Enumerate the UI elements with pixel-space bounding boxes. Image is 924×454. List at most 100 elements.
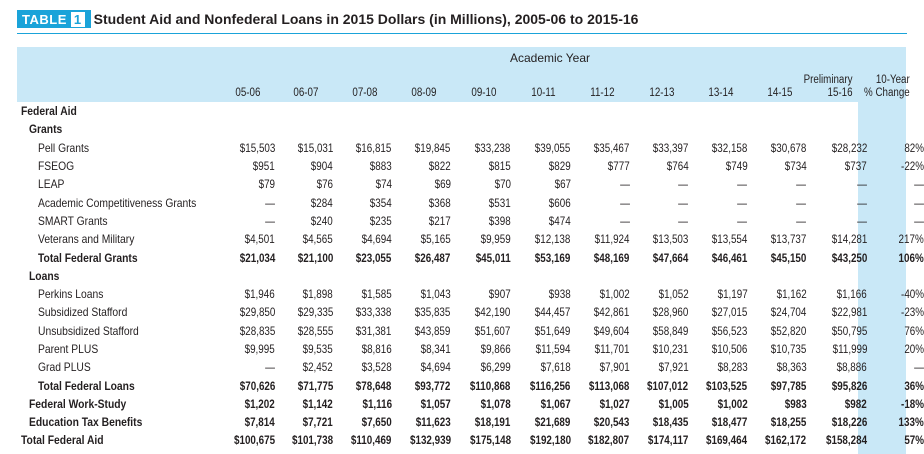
amount-value: $51,649	[535, 323, 571, 338]
table-cell: $8,886	[806, 358, 867, 376]
table-row: Grants	[17, 120, 924, 138]
column-header-line: 08-09	[410, 87, 436, 99]
amount-value: $1,898	[302, 287, 333, 302]
amount-value: $58,849	[652, 323, 689, 338]
table-cell: $100,675	[222, 431, 275, 449]
amount-value: $93,772	[415, 378, 451, 393]
table-cell	[451, 120, 511, 138]
table-cell: $28,835	[222, 322, 275, 340]
table-cell: $9,866	[451, 340, 511, 358]
table-row: Academic Competitiveness Grants — $284 $354…	[17, 193, 924, 211]
amount-value: $116,256	[530, 378, 571, 393]
table-cell: $35,467	[571, 139, 630, 157]
amount-value: $29,335	[297, 305, 333, 320]
amount-value: $69	[434, 177, 451, 192]
table-cell: $1,116	[333, 395, 392, 413]
amount-value: —	[619, 177, 630, 192]
amount-value: $28,960	[652, 305, 689, 320]
table-cell: $39,055	[511, 139, 571, 157]
amount-value: $1,078	[480, 396, 511, 411]
table-cell: 106%	[867, 248, 924, 266]
column-header-line: 12-13	[648, 87, 674, 99]
row-label: Loans	[29, 268, 60, 283]
amount-value: $7,618	[540, 360, 571, 375]
table-row: Total Federal Aid $100,675 $101,738 $110,46…	[17, 431, 924, 449]
row-label: Veterans and Military	[38, 232, 135, 247]
table-cell: $45,150	[747, 248, 807, 266]
table-cell: $22,981	[806, 303, 868, 321]
table-cell: $7,814	[222, 413, 275, 431]
table-cell: $1,027	[571, 395, 629, 413]
table-cell: —	[867, 358, 924, 376]
amount-value: $10,735	[770, 342, 807, 356]
amount-value: $10,231	[652, 342, 689, 356]
row-label-cell: FSEOG	[17, 157, 222, 175]
amount-value: $8,341	[420, 342, 451, 356]
table-cell: $11,999	[806, 340, 867, 358]
amount-value: $982	[845, 396, 868, 411]
table-cell: —	[630, 212, 689, 230]
row-label-cell: Pell Grants	[17, 139, 222, 157]
table-cell: —	[688, 193, 747, 211]
amount-value: $71,775	[297, 378, 333, 393]
table-cell: $8,283	[688, 358, 747, 376]
table-row: Total Federal Loans $70,626 $71,775 $78,648…	[17, 376, 924, 394]
table-cell	[333, 102, 392, 120]
amount-value: $15,503	[239, 140, 276, 155]
amount-value: $1,052	[658, 287, 689, 302]
amount-value: $175,148	[469, 433, 511, 448]
amount-value: $13,503	[652, 232, 689, 247]
table-cell: $983	[747, 395, 806, 413]
percent-change-value: -23%	[901, 305, 924, 320]
amount-value: $74	[375, 177, 392, 192]
percent-change-value: —	[914, 213, 924, 228]
amount-value: $9,866	[480, 342, 511, 356]
percent-change-value: 57%	[904, 433, 924, 448]
table-cell: $23,055	[333, 248, 392, 266]
row-label: Total Federal Aid	[21, 433, 104, 448]
amount-value: —	[857, 177, 868, 192]
amount-value: —	[796, 177, 807, 192]
amount-value: $174,117	[647, 433, 689, 448]
table-row: Grad PLUS — $2,452 $3,528 $4,694 $6,299 $7,618…	[17, 358, 924, 376]
percent-change-value: 36%	[904, 378, 924, 393]
table-cell: $101,738	[275, 431, 333, 449]
table-cell: $10,506	[688, 340, 748, 358]
table-cell: $7,721	[275, 413, 333, 431]
amount-value: $169,464	[706, 433, 748, 448]
table-cell: $777	[571, 157, 630, 175]
table-cell	[451, 267, 511, 285]
table-cell	[333, 120, 392, 138]
table-cell: $76	[275, 175, 333, 193]
amount-value: $829	[548, 159, 571, 174]
amount-value: $11,701	[594, 342, 630, 356]
table-cell: $51,607	[451, 322, 511, 340]
amount-value: $764	[666, 159, 689, 174]
table-cell	[630, 102, 689, 120]
table-row: Federal Aid	[17, 102, 924, 120]
table-cell: $11,623	[392, 413, 451, 431]
row-label-cell: Academic Competitiveness Grants	[17, 193, 222, 211]
table-cell: $1,162	[747, 285, 806, 303]
table-cell: —	[571, 212, 630, 230]
amount-value: $1,043	[420, 287, 451, 302]
table-cell: —	[571, 175, 630, 193]
amount-value: $113,068	[588, 378, 630, 393]
table-cell: $829	[511, 157, 571, 175]
amount-value: —	[737, 213, 748, 228]
amount-value: $4,501	[244, 232, 276, 247]
table-cell	[511, 267, 571, 285]
table-cell: $16,815	[333, 139, 392, 157]
table-cell: —	[806, 175, 867, 193]
amount-value: $18,255	[770, 415, 807, 430]
amount-value: $20,543	[593, 415, 630, 430]
table-cell	[571, 102, 630, 120]
table-cell: $217	[392, 212, 451, 230]
table-cell: $1,202	[222, 395, 275, 413]
table-cell: 76%	[867, 322, 924, 340]
table-cell: —	[747, 212, 806, 230]
amount-value: $24,704	[770, 305, 807, 320]
table-cell: $33,338	[333, 303, 392, 321]
amount-value: $67	[554, 177, 571, 192]
table-cell: $883	[333, 157, 392, 175]
